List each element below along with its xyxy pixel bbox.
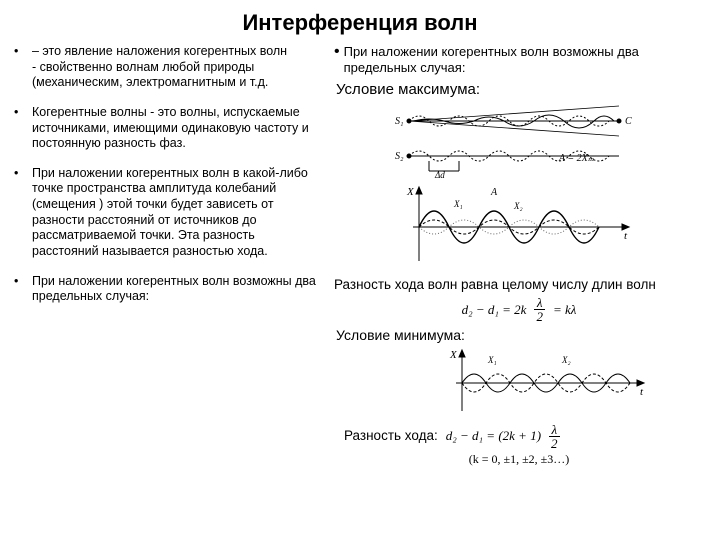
frac-lambda-2: λ2 <box>534 296 545 323</box>
label-s1: S₁ <box>395 116 403 127</box>
bullet-dot: • <box>14 274 32 305</box>
label-x2: X₂ <box>513 201 523 211</box>
formula-min: Разность хода: d₂ − d₁ = (2k + 1) λ2 <box>344 423 704 450</box>
eq-min-left: d₂ − d₁ = (2k + 1) <box>446 428 541 444</box>
figure-path-difference: S₁ S₂ C Δd A = 2Xₘ <box>389 101 649 179</box>
axis-t: t <box>640 386 644 398</box>
left-column: • – это явление наложения когерентных во… <box>14 44 324 467</box>
slide-title: Интерференция волн <box>14 10 706 36</box>
label-x1: X₁ <box>487 355 497 365</box>
axis-t: t <box>624 230 628 242</box>
bullet-dot: • <box>14 105 32 152</box>
label-amp: A = 2Xₘ <box>558 153 594 164</box>
bullet-text: – это явление наложения когерентных волн… <box>32 44 324 91</box>
slide: Интерференция волн • – это явление налож… <box>0 0 720 540</box>
bullet-text: При наложении когерентных волн в какой-л… <box>32 166 324 260</box>
eq-max-left: d₂ − d₁ = 2k <box>462 302 527 318</box>
frac-lambda-2-min: λ2 <box>549 423 560 450</box>
eq-max-right: = kλ <box>553 302 576 318</box>
bullet-dot: • <box>14 44 32 91</box>
bullet-dot: • <box>14 166 32 260</box>
right-column: • При наложении когерентных волн возможн… <box>334 44 704 467</box>
right-lead: • При наложении когерентных волн возможн… <box>334 44 704 77</box>
label-x2: X₂ <box>561 355 571 365</box>
right-lead-text: При наложении когерентных волн возможны … <box>344 44 704 77</box>
columns: • – это явление наложения когерентных во… <box>14 44 706 467</box>
bullet-text: При наложении когерентных волн возможны … <box>32 274 324 305</box>
bullet-item: • – это явление наложения когерентных во… <box>14 44 324 91</box>
condition-min: Условие минимума: <box>336 327 704 345</box>
label-a: A <box>490 187 498 198</box>
axis-x: X <box>449 349 458 361</box>
caption-min: Разность хода: <box>344 428 438 445</box>
bullet-text: Когерентные волны - это волны, испускаем… <box>32 105 324 152</box>
formula-max: d₂ − d₁ = 2k λ2 = kλ <box>334 296 704 323</box>
figure-constructive: X t A X₁ X₂ <box>399 183 639 271</box>
axis-x: X <box>406 186 415 198</box>
label-s2: S₂ <box>395 151 404 162</box>
bullet-item: • При наложении когерентных волн возможн… <box>14 274 324 305</box>
label-dd: Δd <box>434 170 445 179</box>
label-x1: X₁ <box>453 199 463 209</box>
condition-max: Условие максимума: <box>336 81 704 100</box>
label-c: C <box>625 116 632 127</box>
bullet-item: • Когерентные волны - это волны, испуска… <box>14 105 324 152</box>
bullet-dot: • <box>334 44 340 77</box>
bullet-item: • При наложении когерентных волн в какой… <box>14 166 324 260</box>
k-values: (k = 0, ±1, ±2, ±3…) <box>334 452 704 467</box>
figure-destructive: X t X₁ X₂ <box>444 347 654 419</box>
caption-max: Разность хода волн равна целому числу дл… <box>334 277 704 294</box>
